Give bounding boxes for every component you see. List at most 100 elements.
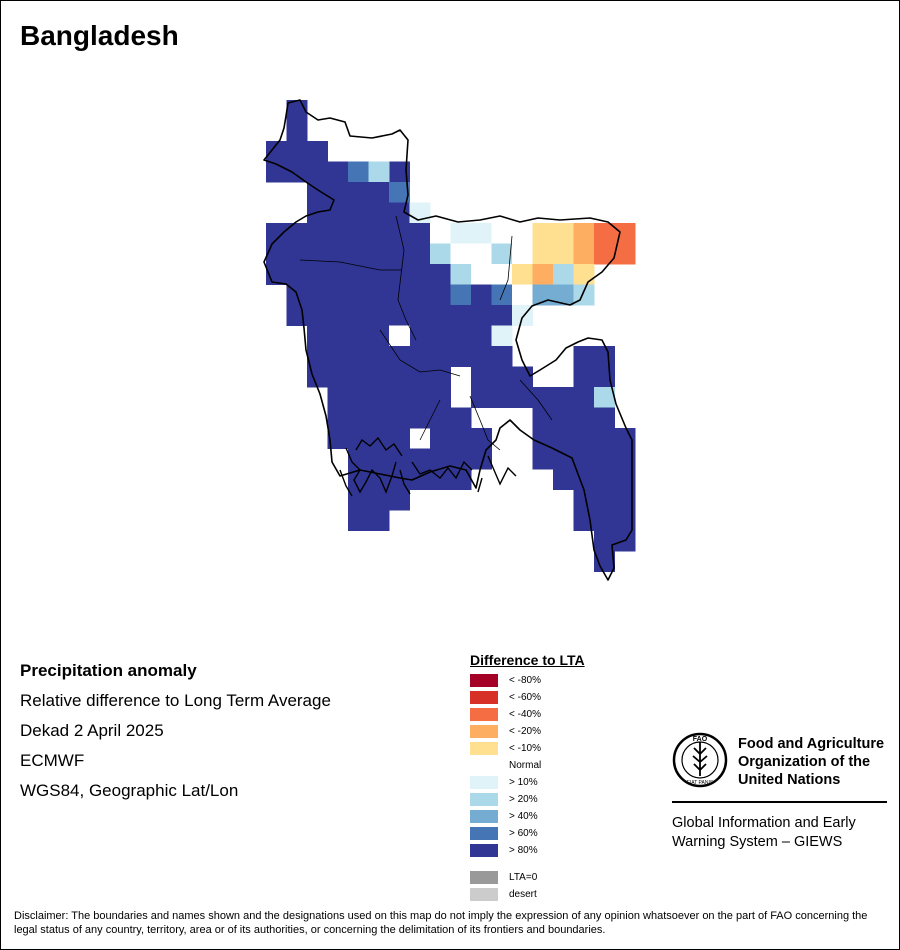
anomaly-cell	[368, 264, 390, 285]
anomaly-cell	[348, 346, 369, 367]
info-product: Precipitation anomaly	[20, 661, 197, 680]
fao-name-line-3: United Nations	[738, 772, 841, 788]
anomaly-cell	[348, 202, 369, 224]
legend-item-swatch	[470, 776, 498, 789]
anomaly-cell	[491, 346, 513, 367]
anomaly-cell	[450, 243, 472, 265]
anomaly-cell	[491, 387, 513, 408]
anomaly-cell	[573, 407, 595, 429]
anomaly-cell	[594, 448, 615, 470]
anomaly-cell	[409, 387, 431, 408]
anomaly-cell	[389, 223, 410, 244]
anomaly-cell	[450, 469, 472, 490]
anomaly-cell	[286, 223, 308, 244]
legend-item-row: > 20%	[470, 791, 585, 808]
anomaly-cell	[266, 243, 287, 265]
anomaly-cell	[553, 387, 574, 408]
anomaly-cell	[409, 264, 431, 285]
anomaly-cell	[594, 243, 615, 265]
anomaly-cell	[512, 243, 533, 265]
anomaly-cell	[430, 284, 451, 306]
legend-item-swatch	[470, 742, 498, 755]
info-measure: Relative difference to Long Term Average	[20, 691, 331, 710]
anomaly-cell	[368, 325, 390, 347]
anomaly-cell	[614, 489, 636, 511]
anomaly-cell	[553, 448, 574, 470]
anomaly-cell	[327, 161, 349, 183]
country-boundary	[263, 99, 633, 581]
anomaly-cell	[491, 325, 513, 347]
anomaly-cell	[327, 284, 349, 306]
internal-boundaries	[299, 215, 553, 451]
anomaly-cell	[348, 243, 369, 265]
legend-item-label: Normal	[509, 760, 542, 771]
anomaly-cell	[327, 366, 349, 388]
anomaly-cell	[307, 182, 328, 203]
legend-item-label: > 20%	[509, 794, 538, 805]
anomaly-cell	[471, 243, 492, 265]
anomaly-cell	[348, 489, 369, 511]
legend-item-row: Normal	[470, 757, 585, 774]
anomaly-cell	[471, 428, 492, 449]
anomaly-cell	[430, 243, 451, 265]
anomaly-cell	[409, 366, 431, 388]
anomaly-cell	[594, 469, 615, 490]
anomaly-cell	[450, 325, 472, 347]
anomaly-cell	[409, 448, 431, 470]
fao-name: Food and Agriculture Organization of the…	[738, 735, 898, 789]
legend-item-swatch	[470, 691, 498, 704]
anomaly-cell	[389, 305, 410, 326]
anomaly-cell	[286, 161, 308, 183]
anomaly-cell	[307, 141, 328, 162]
anomaly-cell	[471, 448, 492, 470]
anomaly-cell	[409, 325, 431, 347]
anomaly-cell	[327, 243, 349, 265]
anomaly-cell	[471, 325, 492, 347]
anomaly-cell	[327, 407, 349, 429]
legend-item-label: > 60%	[509, 828, 538, 839]
anomaly-cell	[614, 223, 636, 244]
anomaly-cell	[307, 305, 328, 326]
anomaly-cell	[389, 489, 410, 511]
anomaly-cell	[573, 264, 595, 285]
legend-item-row: > 10%	[470, 774, 585, 791]
anomaly-cell	[368, 202, 390, 224]
anomaly-cell	[368, 448, 390, 470]
anomaly-cell	[409, 223, 431, 244]
anomaly-cell	[348, 407, 369, 429]
legend-item-swatch	[470, 810, 498, 823]
giews-name: Global Information and Early Warning Sys…	[672, 814, 892, 852]
fao-divider	[672, 801, 887, 803]
legend-item-swatch	[470, 674, 498, 687]
anomaly-cell	[512, 264, 533, 285]
anomaly-cell	[573, 346, 595, 367]
anomaly-cell	[512, 366, 533, 388]
anomaly-cell	[430, 448, 451, 470]
anomaly-cell	[532, 387, 554, 408]
anomaly-cell	[307, 161, 328, 183]
anomaly-cell	[307, 284, 328, 306]
anomaly-cell	[368, 366, 390, 388]
anomaly-cell	[409, 284, 431, 306]
legend-item-swatch	[470, 725, 498, 738]
fao-logo-icon: FAO FIAT PANIS	[672, 732, 728, 788]
anomaly-cell	[532, 428, 554, 449]
legend: Difference to LTA < -80% < -60% < -40% < -2…	[470, 652, 585, 903]
anomaly-cell	[573, 223, 595, 244]
anomaly-cell	[327, 264, 349, 285]
anomaly-cell	[512, 387, 533, 408]
precipitation-anomaly-map	[263, 99, 636, 581]
anomaly-cell	[450, 284, 472, 306]
anomaly-cell	[389, 407, 410, 429]
anomaly-cell	[594, 530, 615, 552]
anomaly-cell	[307, 243, 328, 265]
fao-logo-letters: FAO	[693, 736, 708, 743]
anomaly-cell	[348, 366, 369, 388]
anomaly-cell	[348, 182, 369, 203]
legend-extra-row: desert	[470, 886, 585, 903]
anomaly-cell	[532, 264, 554, 285]
anomaly-cell	[389, 284, 410, 306]
anomaly-cell	[348, 161, 369, 183]
anomaly-cell	[368, 510, 390, 531]
anomaly-cell	[389, 182, 410, 203]
